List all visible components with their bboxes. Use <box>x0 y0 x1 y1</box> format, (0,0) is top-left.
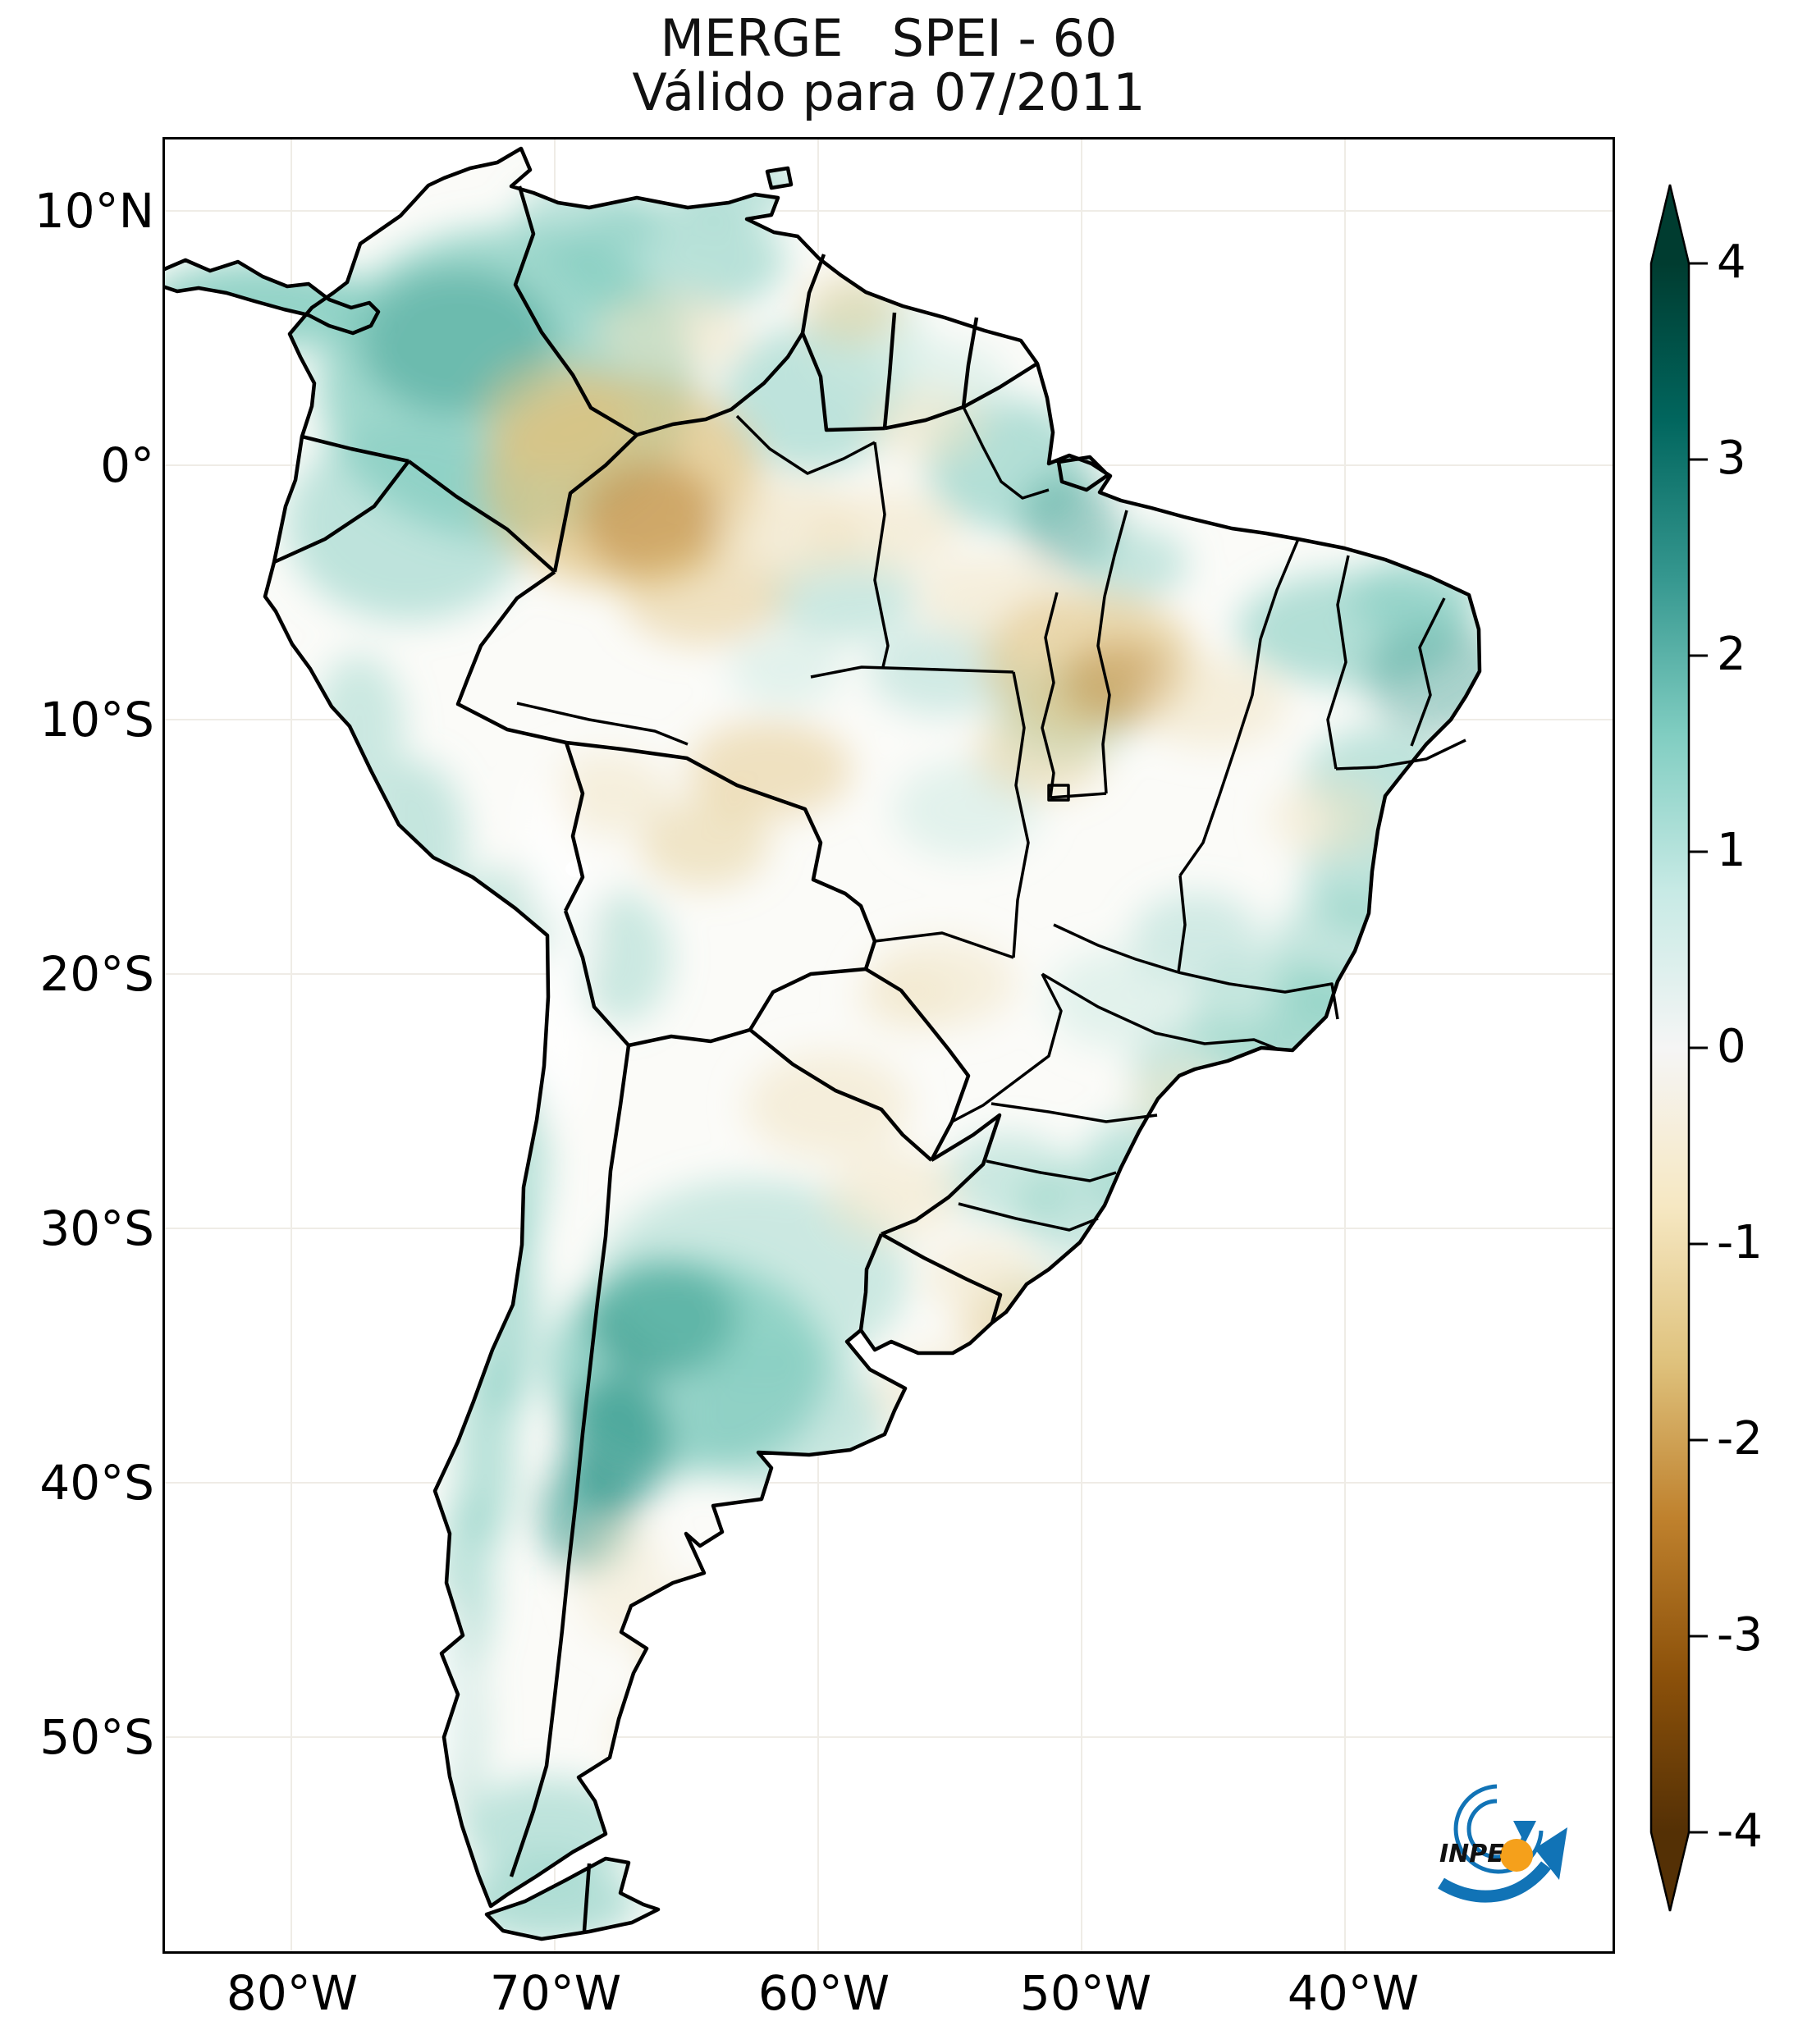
lat-tick-label: 50°S <box>39 1709 154 1765</box>
page-subtitle: Válido para 07/2011 <box>632 62 1146 122</box>
colorbar-top-arrow <box>1651 185 1689 263</box>
lon-tick-label: 70°W <box>489 1965 622 2021</box>
colorbar-tick-label: -2 <box>1717 1412 1763 1466</box>
colorbar-gradient <box>1651 263 1689 1832</box>
lat-tick-label: 10°S <box>39 692 154 748</box>
lon-tick-label: 40°W <box>1287 1965 1420 2021</box>
lat-tick-label: 0° <box>100 437 154 493</box>
lon-tick-label: 80°W <box>226 1965 359 2021</box>
colorbar-tick-marks <box>1689 262 1708 1834</box>
colorbar-tick-label: 3 <box>1717 432 1746 485</box>
colorbar <box>1649 184 1708 1912</box>
colorbar-tick-label: 0 <box>1717 1020 1746 1073</box>
logo-big-arrowhead-icon <box>1535 1827 1567 1880</box>
colorbar-tick-label: -3 <box>1717 1608 1763 1662</box>
colorbar-tick-label: -4 <box>1717 1804 1763 1858</box>
lat-tick-label: 10°N <box>34 183 154 239</box>
colorbar-tick-label: 2 <box>1717 628 1746 681</box>
inpe-logo: INPE <box>1438 1784 1567 1903</box>
lake-titicaca <box>565 861 588 877</box>
colorbar-tick-label: 4 <box>1717 235 1746 289</box>
logo-swirl-arrowhead-icon <box>1513 1821 1536 1844</box>
map-plot-area: INPE <box>160 135 1617 1956</box>
colorbar-tick-label: -1 <box>1717 1216 1763 1269</box>
lon-tick-label: 60°W <box>757 1965 890 2021</box>
south-america-spei-map: INPE <box>160 135 1617 1956</box>
lat-tick-label: 20°S <box>39 946 154 1002</box>
logo-orange-dot <box>1500 1839 1533 1872</box>
country-borders <box>273 185 1039 1932</box>
lon-tick-label: 50°W <box>1019 1965 1152 2021</box>
spei-field <box>162 149 1480 1939</box>
logo-big-arrow <box>1438 1861 1551 1903</box>
lat-tick-label: 30°S <box>39 1200 154 1256</box>
coastline <box>162 146 1482 1941</box>
logo-text: INPE <box>1439 1840 1504 1868</box>
page-title: MERGE SPEI - 60 <box>660 8 1118 68</box>
state-borders <box>516 406 1466 1232</box>
colorbar-tick-label: 1 <box>1717 824 1746 877</box>
colorbar-bottom-arrow <box>1651 1832 1689 1911</box>
lat-tick-label: 40°S <box>39 1455 154 1511</box>
